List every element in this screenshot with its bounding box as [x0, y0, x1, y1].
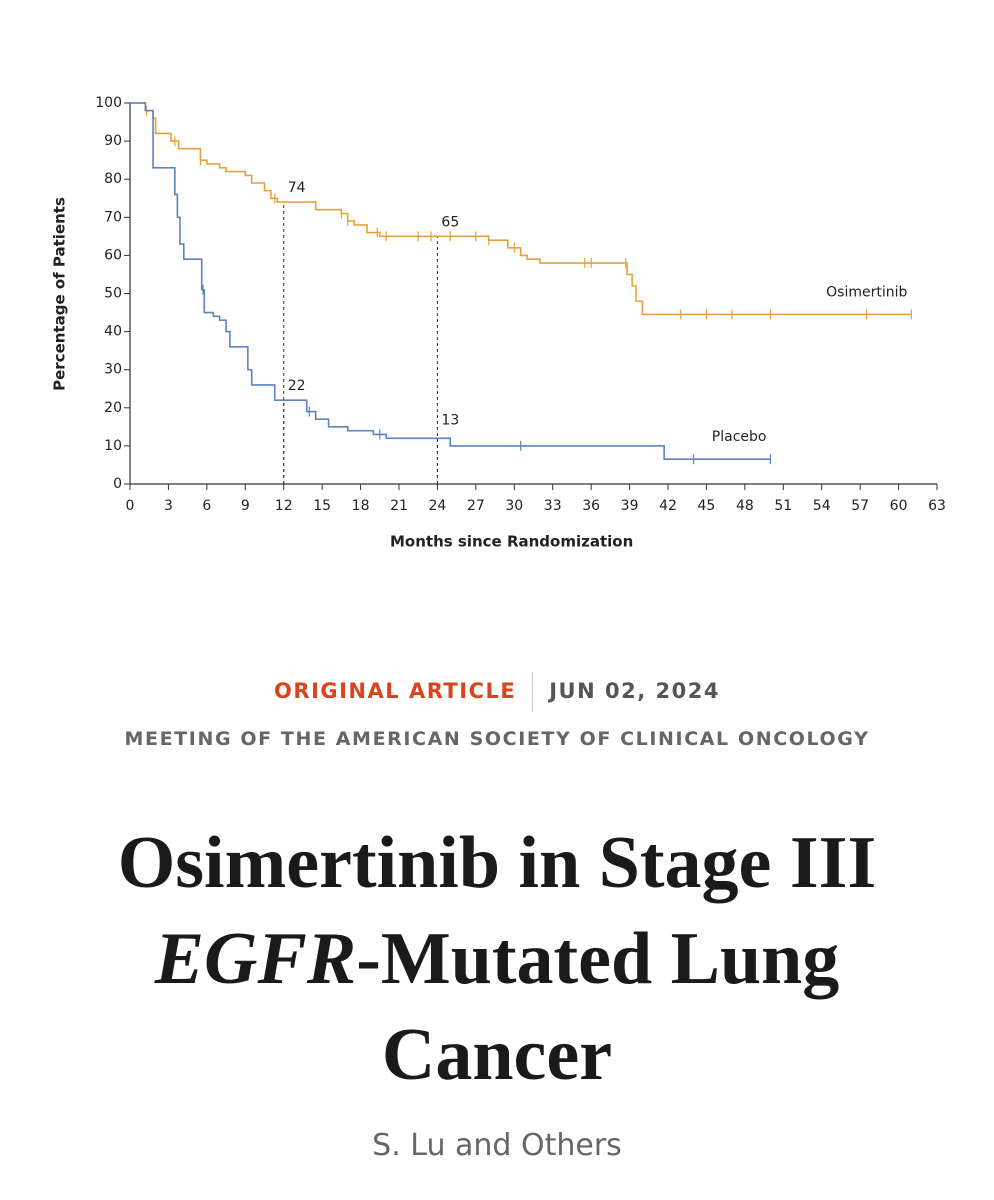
- x-tick-label: 3: [164, 498, 173, 514]
- title-part: EGFR: [154, 918, 357, 1000]
- title-part: -Mutated Lung: [356, 918, 840, 1000]
- y-tick-label: 0: [113, 476, 122, 492]
- annotation: 65: [441, 214, 459, 230]
- title-part: Cancer: [381, 1014, 613, 1096]
- y-tick-label: 30: [104, 362, 122, 378]
- x-tick-label: 9: [241, 498, 250, 514]
- x-tick-label: 63: [928, 498, 946, 514]
- x-tick-label: 57: [851, 498, 869, 514]
- x-tick-label: 27: [467, 498, 485, 514]
- y-tick-label: 70: [104, 209, 122, 225]
- x-tick-label: 54: [813, 498, 831, 514]
- y-tick-label: 90: [104, 133, 122, 149]
- x-tick-label: 0: [126, 498, 135, 514]
- article-tag[interactable]: ORIGINAL ARTICLE: [274, 679, 517, 703]
- x-tick-label: 24: [429, 498, 447, 514]
- x-tick-label: 21: [390, 498, 408, 514]
- x-tick-label: 6: [202, 498, 211, 514]
- x-tick-label: 30: [505, 498, 523, 514]
- annotation: 22: [288, 378, 306, 394]
- x-tick-label: 33: [544, 498, 562, 514]
- series-label: Osimertinib: [826, 284, 907, 300]
- y-tick-label: 50: [104, 286, 122, 302]
- meta-line: ORIGINAL ARTICLE JUN 02, 2024: [0, 672, 994, 712]
- x-tick-label: 36: [582, 498, 600, 514]
- article-date: JUN 02, 2024: [549, 679, 720, 703]
- x-tick-label: 45: [698, 498, 716, 514]
- series-label: Placebo: [712, 429, 767, 445]
- y-tick-label: 80: [104, 171, 122, 187]
- km-curve: [130, 102, 912, 316]
- x-tick-label: 15: [313, 498, 331, 514]
- x-tick-label: 48: [736, 498, 754, 514]
- x-tick-label: 51: [774, 498, 792, 514]
- annotation: 13: [441, 412, 459, 428]
- meeting: MEETING OF THE AMERICAN SOCIETY OF CLINI…: [124, 728, 870, 750]
- annotation: 74: [288, 180, 306, 196]
- x-tick-label: 18: [352, 498, 370, 514]
- chart: Months since Randomization Percentage of…: [51, 95, 946, 551]
- y-axis-label: Percentage of Patients: [51, 197, 69, 391]
- x-tick-label: 42: [659, 498, 677, 514]
- y-tick-label: 40: [104, 324, 122, 340]
- y-tick-label: 20: [104, 400, 122, 416]
- x-tick-label: 39: [621, 498, 639, 514]
- x-tick-label: 60: [890, 498, 908, 514]
- km-curve: [130, 102, 771, 461]
- y-tick-label: 100: [95, 95, 122, 111]
- y-tick-label: 10: [104, 438, 122, 454]
- byline[interactable]: S. Lu and Others: [372, 1128, 622, 1163]
- separator: [532, 672, 534, 712]
- x-axis-label: Months since Randomization: [390, 533, 633, 551]
- article-title: Osimertinib in Stage III EGFR-Mutated Lun…: [0, 815, 994, 1103]
- y-tick-label: 60: [104, 247, 122, 263]
- title-part: Osimertinib in Stage III: [117, 822, 877, 904]
- x-tick-label: 12: [275, 498, 293, 514]
